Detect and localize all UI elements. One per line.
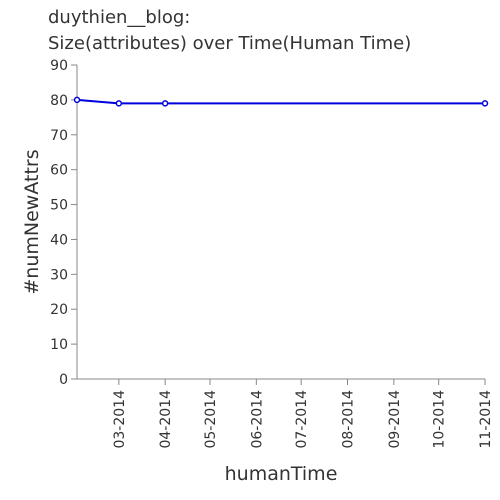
series-line bbox=[76, 98, 485, 105]
x-tick-label: 08-2014 bbox=[341, 390, 357, 449]
y-tick-label: 70 bbox=[50, 128, 68, 144]
chart-title-line-2: Size(attributes) over Time(Human Time) bbox=[48, 33, 412, 54]
y-tick-label: 80 bbox=[50, 93, 68, 109]
y-axis-title: #numNewAttrs bbox=[21, 149, 43, 294]
y-tick-label: 40 bbox=[50, 232, 68, 248]
data-point bbox=[481, 100, 489, 107]
y-tick-label: 30 bbox=[50, 267, 68, 283]
y-tick-label: 90 bbox=[50, 58, 68, 74]
data-point bbox=[115, 100, 123, 107]
x-tick-label: 03-2014 bbox=[112, 390, 128, 449]
y-tick-label: 10 bbox=[50, 337, 68, 353]
data-point bbox=[161, 100, 169, 107]
x-tick-label: 06-2014 bbox=[249, 390, 265, 449]
y-tick-label: 60 bbox=[50, 163, 68, 179]
y-axis: 0 10 20 30 40 50 60 70 80 90 bbox=[50, 58, 78, 388]
x-tick-label: 05-2014 bbox=[203, 390, 219, 449]
x-tick-label: 11-2014 bbox=[478, 390, 494, 449]
y-tick-label: 50 bbox=[50, 198, 68, 214]
x-tick-label: 09-2014 bbox=[387, 390, 403, 449]
x-tick-label: 10-2014 bbox=[432, 390, 448, 449]
chart-title-line-1: duythien__blog: bbox=[48, 7, 191, 28]
x-axis: 03-2014 04-2014 05-2014 06-2014 07-2014 08-20… bbox=[77, 378, 494, 449]
data-point bbox=[73, 96, 81, 104]
x-tick-label: 07-2014 bbox=[294, 390, 310, 449]
x-axis-title: humanTime bbox=[225, 463, 338, 485]
series-layer bbox=[73, 96, 489, 107]
x-tick-label: 04-2014 bbox=[158, 390, 174, 449]
y-tick-label: 20 bbox=[50, 302, 68, 318]
y-tick-label: 0 bbox=[59, 372, 68, 388]
